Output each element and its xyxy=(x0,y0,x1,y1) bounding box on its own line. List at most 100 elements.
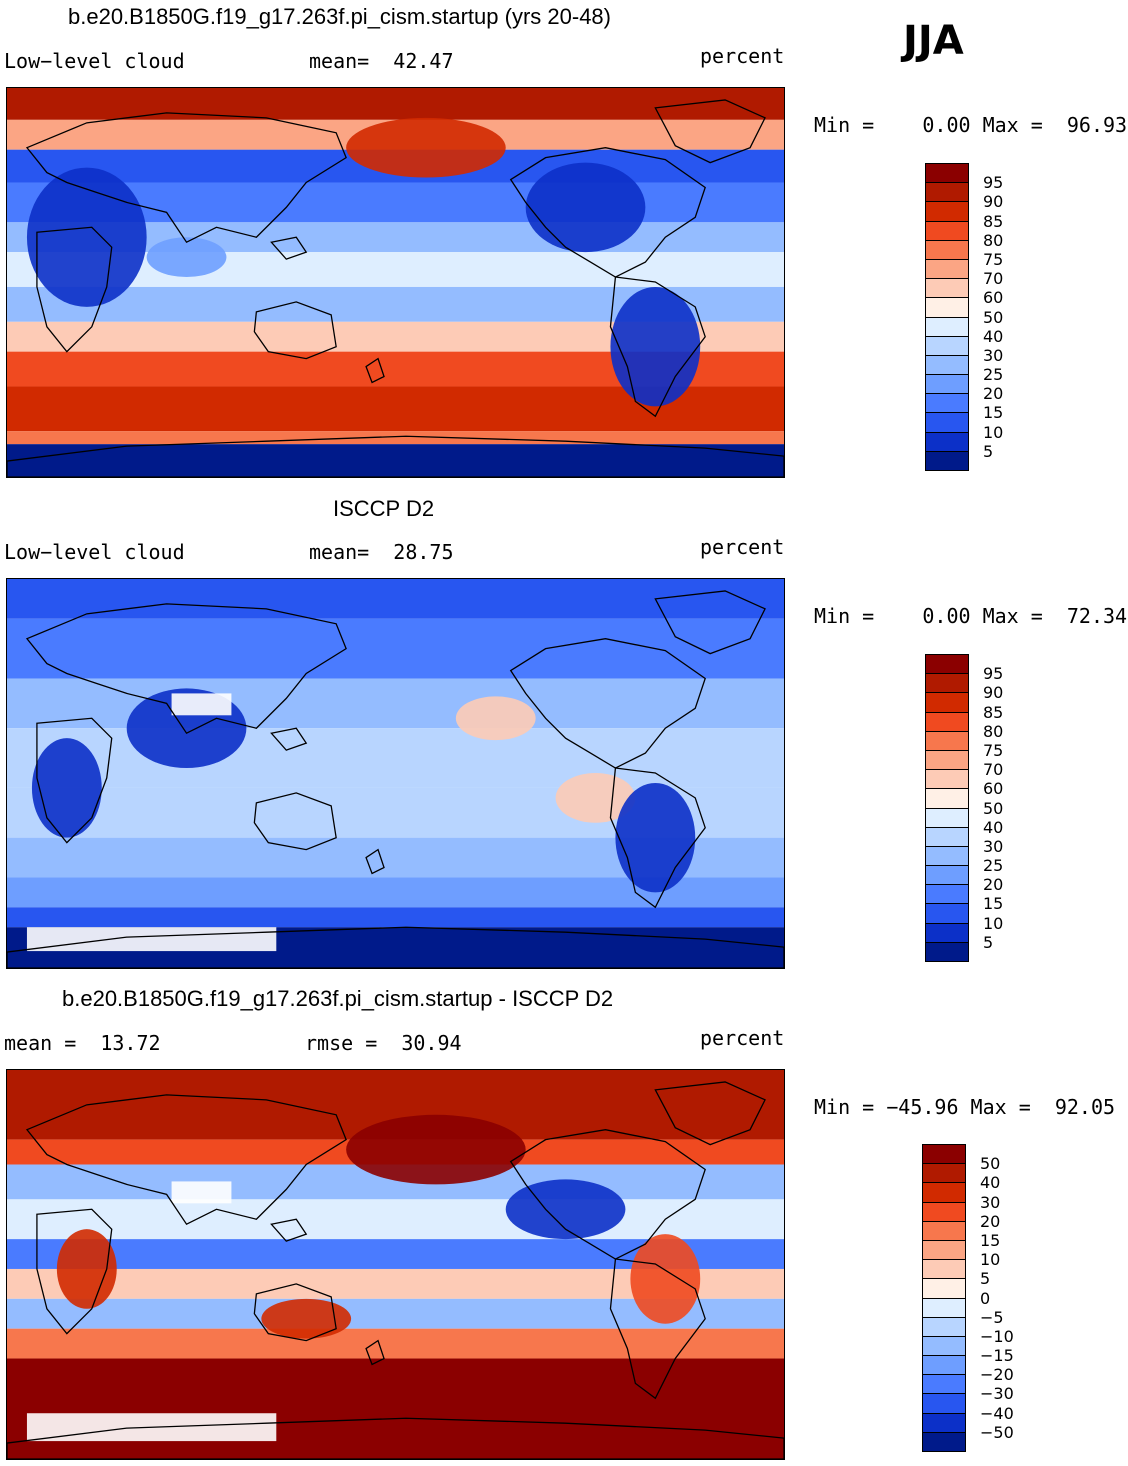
panel-title: ISCCP D2 xyxy=(333,496,435,521)
field-band xyxy=(7,444,784,477)
colorbar-swatch xyxy=(925,903,969,924)
colorbar-swatch xyxy=(925,431,969,452)
coastline xyxy=(25,603,347,735)
colorbar-tick-label: 75 xyxy=(983,740,1004,760)
colorbar-tick-label: 25 xyxy=(983,856,1004,876)
units-label: percent xyxy=(700,44,785,68)
colorbar-tick-label: 10 xyxy=(983,913,1004,933)
field-band xyxy=(7,1328,784,1359)
variable-label: Low−level cloud xyxy=(4,540,185,564)
colorbar-tick-label: 85 xyxy=(983,702,1004,722)
field-band xyxy=(7,907,784,928)
colorbar-swatch xyxy=(925,730,969,751)
colorbar-swatch xyxy=(925,711,969,732)
colorbar-swatch xyxy=(922,1259,966,1280)
coastline xyxy=(253,301,337,360)
colorbar-swatch xyxy=(925,673,969,694)
coastline xyxy=(609,1258,706,1400)
field-feature xyxy=(56,1229,117,1309)
colorbar-swatch xyxy=(925,163,969,184)
colorbar-tick-label: −30 xyxy=(980,1384,1014,1404)
coastline xyxy=(365,848,385,875)
map-model xyxy=(6,87,785,478)
field-feature xyxy=(26,167,147,307)
colorbar-tick-label: 20 xyxy=(980,1211,1001,1231)
colorbar-tick-label: 90 xyxy=(983,192,1004,212)
colorbar-tick-label: 60 xyxy=(983,779,1004,799)
colorbar-swatch xyxy=(922,1144,966,1165)
field-feature xyxy=(31,738,102,838)
field-feature xyxy=(261,1298,352,1339)
colorbar-swatch xyxy=(922,1431,966,1452)
panel-title: b.e20.B1850G.f19_g17.263f.pi_cism.startu… xyxy=(62,986,614,1011)
colorbar-swatch xyxy=(925,769,969,790)
coastline xyxy=(36,226,113,353)
colorbar-swatch xyxy=(922,1239,966,1261)
coastline xyxy=(609,767,706,909)
colorbar-tick-label: 95 xyxy=(983,173,1004,193)
units-label: percent xyxy=(700,1026,785,1050)
min-max-stat: Min = 0.00 Max = 96.93 xyxy=(814,113,1128,137)
field-feature xyxy=(171,693,232,716)
colorbar-tick-label: −5 xyxy=(980,1307,1004,1327)
field-band xyxy=(7,728,784,788)
colorbar-tick-label: −40 xyxy=(980,1403,1014,1423)
colorbar-swatch xyxy=(922,1393,966,1414)
field-feature xyxy=(455,696,536,741)
colorbar-tick-label: 85 xyxy=(983,211,1004,231)
field-feature xyxy=(615,782,696,893)
coastline xyxy=(253,792,337,851)
colorbar-swatch xyxy=(925,450,969,471)
colorbar-swatch xyxy=(925,884,969,905)
units-label: percent xyxy=(700,535,785,559)
colorbar-swatch xyxy=(925,749,969,771)
colorbar-swatch xyxy=(925,354,969,376)
colorbar-tick-label: 10 xyxy=(980,1250,1001,1270)
coastline xyxy=(365,1339,385,1366)
colorbar-tick-label: 0 xyxy=(980,1288,991,1308)
colorbar-swatch xyxy=(922,1278,966,1299)
field-band xyxy=(7,431,784,445)
colorbar-swatch xyxy=(925,374,969,395)
field-band xyxy=(7,1358,784,1459)
coastline xyxy=(509,147,706,278)
colorbar-swatch xyxy=(925,239,969,260)
coastline xyxy=(270,236,308,260)
min-max-stat: Min = 0.00 Max = 72.34 xyxy=(814,604,1128,628)
colorbar: 95 90 85 80 75 70 60 50 40 30 25 20 15 10 5 xyxy=(925,654,1003,962)
colorbar-tick-label: 5 xyxy=(983,441,994,461)
colorbar-tick-label: 70 xyxy=(983,269,1004,289)
field-feature xyxy=(630,1234,701,1324)
coastline xyxy=(7,1417,784,1459)
colorbar-tick-label: 50 xyxy=(980,1154,1001,1174)
panel-title: b.e20.B1850G.f19_g17.263f.pi_cism.startu… xyxy=(68,4,611,29)
colorbar-tick-label: 15 xyxy=(980,1230,1001,1250)
colorbar-tick-label: 30 xyxy=(983,836,1004,856)
field-band xyxy=(7,1199,784,1240)
colorbar-swatch xyxy=(925,393,969,414)
colorbar-tick-label: 70 xyxy=(983,760,1004,780)
coastline xyxy=(25,112,347,244)
colorbar-tick-label: 5 xyxy=(983,932,994,952)
colorbar-swatch xyxy=(925,258,969,280)
colorbar-swatch xyxy=(922,1316,966,1337)
rmse-stat: rmse = 30.94 xyxy=(305,1031,462,1055)
colorbar-tick-label: 5 xyxy=(980,1269,991,1289)
coastline xyxy=(253,1283,337,1342)
coastline xyxy=(36,717,113,844)
colorbar-tick-label: 40 xyxy=(980,1173,1001,1193)
colorbar-tick-label: 30 xyxy=(980,1192,1001,1212)
colorbar-swatch xyxy=(925,297,969,318)
map-difference xyxy=(6,1069,785,1460)
field-feature xyxy=(146,237,227,278)
colorbar-tick-label: 95 xyxy=(983,664,1004,684)
colorbar-swatch xyxy=(922,1201,966,1222)
variable-label: Low−level cloud xyxy=(4,49,185,73)
colorbar-tick-label: −20 xyxy=(980,1365,1014,1385)
mean-stat: mean= 42.47 xyxy=(309,49,454,73)
field-feature xyxy=(346,117,506,178)
colorbar-tick-label: 75 xyxy=(983,249,1004,269)
coastline xyxy=(25,1094,347,1226)
colorbar-swatch xyxy=(925,826,969,847)
colorbar-swatch xyxy=(922,1297,966,1318)
